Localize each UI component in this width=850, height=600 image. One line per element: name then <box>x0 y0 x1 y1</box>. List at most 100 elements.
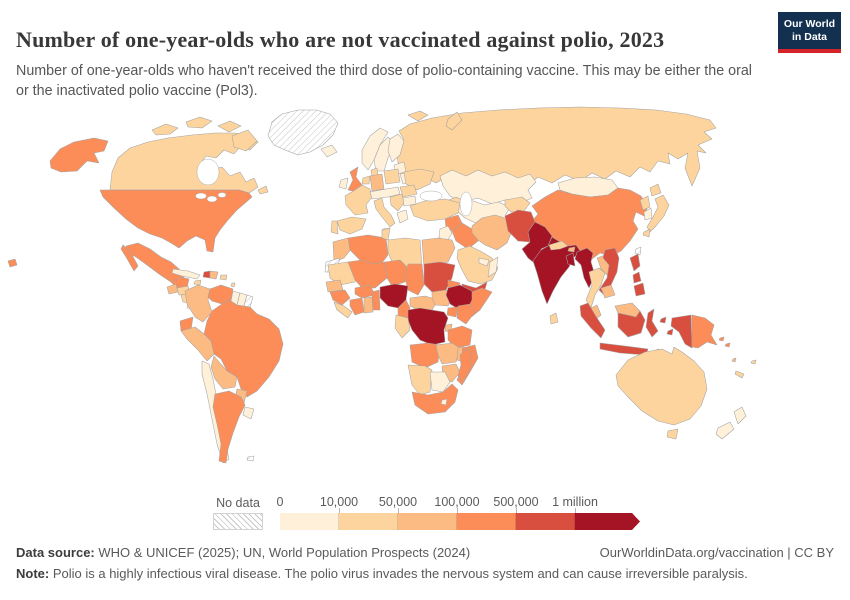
country-angola[interactable] <box>409 342 441 369</box>
country-new-zealand-south[interactable] <box>715 421 735 440</box>
country-jamaica[interactable] <box>193 279 202 286</box>
country-ivory-coast[interactable] <box>349 297 365 316</box>
legend-bin-4[interactable] <box>457 513 516 530</box>
country-philippines-visayas[interactable] <box>632 271 642 284</box>
country-poland[interactable] <box>383 168 401 185</box>
country-niger[interactable] <box>384 259 409 287</box>
country-botswana[interactable] <box>429 371 451 393</box>
country-canada[interactable] <box>109 132 259 194</box>
country-japan-hokkaido[interactable] <box>649 183 662 197</box>
legend-bin-5[interactable] <box>516 513 575 530</box>
country-falkland-islands[interactable] <box>246 455 255 462</box>
country-benelux[interactable] <box>361 175 371 185</box>
country-canada-arctic-1[interactable] <box>151 123 179 136</box>
country-iceland[interactable] <box>320 144 338 158</box>
country-france[interactable] <box>344 184 373 216</box>
country-canada-baffin[interactable] <box>231 129 258 152</box>
country-south-africa[interactable] <box>411 383 459 415</box>
country-senegal[interactable] <box>325 279 344 293</box>
country-canada-arctic-3[interactable] <box>217 120 242 133</box>
country-indonesia-sulawesi[interactable] <box>645 308 659 338</box>
country-madagascar[interactable] <box>457 347 473 383</box>
no-data-swatch[interactable] <box>213 513 263 530</box>
country-australia[interactable] <box>615 346 708 426</box>
country-benin-togo[interactable] <box>371 289 381 311</box>
country-portugal[interactable] <box>330 220 339 235</box>
country-french-guiana[interactable] <box>243 294 254 308</box>
country-spain[interactable] <box>336 216 367 235</box>
country-tanzania[interactable] <box>447 325 473 349</box>
country-peru[interactable] <box>180 326 215 362</box>
country-bolivia[interactable] <box>210 355 238 390</box>
country-cuba[interactable] <box>171 268 201 280</box>
country-papua-new-guinea[interactable] <box>691 314 718 349</box>
country-lesser-antilles[interactable] <box>230 282 236 288</box>
country-svalbard[interactable] <box>407 110 429 122</box>
country-fiji[interactable] <box>750 359 757 365</box>
country-guinea[interactable] <box>329 289 351 306</box>
country-new-caledonia[interactable] <box>734 370 745 379</box>
country-indonesia-java[interactable] <box>599 342 649 356</box>
country-guatemala[interactable] <box>166 283 179 295</box>
country-indonesia-moluccas-2[interactable] <box>666 328 674 336</box>
country-ukraine[interactable] <box>403 168 435 191</box>
country-iran[interactable] <box>471 214 513 251</box>
country-cambodia[interactable] <box>600 284 616 299</box>
country-usa[interactable] <box>99 189 253 253</box>
country-greenland[interactable] <box>267 109 339 156</box>
country-tunisia[interactable] <box>381 227 391 241</box>
country-argentina[interactable] <box>212 390 246 464</box>
legend-bin-1[interactable] <box>280 513 339 530</box>
country-japan-honshu[interactable] <box>646 194 670 233</box>
country-finland[interactable] <box>387 133 405 163</box>
country-mali[interactable] <box>347 259 388 289</box>
country-uae-qatar[interactable] <box>478 257 490 267</box>
country-drc[interactable] <box>407 307 449 346</box>
country-romania[interactable] <box>399 184 418 198</box>
country-indonesia-west-papua[interactable] <box>670 314 693 349</box>
country-saudi-arabia[interactable] <box>456 245 499 285</box>
country-haiti[interactable] <box>202 270 211 279</box>
country-philippines-mindanao[interactable] <box>633 282 646 297</box>
country-gabon-congo[interactable] <box>394 314 411 339</box>
country-taiwan[interactable] <box>634 246 642 256</box>
country-algeria[interactable] <box>347 234 389 269</box>
country-usa-hawaii[interactable] <box>7 258 18 268</box>
country-germany[interactable] <box>369 173 385 192</box>
country-bangladesh[interactable] <box>565 252 576 267</box>
country-mexico-baja[interactable] <box>120 244 139 272</box>
attribution-link[interactable]: OurWorldinData.org/vaccination | CC BY <box>599 545 834 560</box>
country-solomon-islands[interactable] <box>718 336 725 342</box>
country-canada-newfoundland[interactable] <box>257 185 269 195</box>
country-burkina-faso[interactable] <box>354 284 376 299</box>
owid-logo[interactable]: Our World in Data <box>778 12 841 53</box>
country-usa-alaska[interactable] <box>49 137 109 173</box>
country-greece[interactable] <box>396 209 409 224</box>
country-new-zealand-north[interactable] <box>733 406 747 425</box>
legend-bin-2[interactable] <box>339 513 398 530</box>
country-balkans[interactable] <box>389 193 405 212</box>
country-namibia[interactable] <box>407 364 433 396</box>
country-puerto-rico[interactable] <box>219 274 228 281</box>
country-indonesia-kalimantan[interactable] <box>617 310 646 338</box>
country-brazil[interactable] <box>203 298 284 398</box>
country-chad[interactable] <box>404 263 425 296</box>
country-italy[interactable] <box>373 197 396 228</box>
country-sri-lanka[interactable] <box>549 312 559 325</box>
country-philippines-luzon[interactable] <box>629 253 641 272</box>
country-solomon-islands-2[interactable] <box>724 342 731 348</box>
country-bhutan[interactable] <box>567 246 576 253</box>
country-venezuela[interactable] <box>207 284 234 305</box>
country-colombia[interactable] <box>184 284 213 323</box>
country-australia-tasmania[interactable] <box>666 428 679 440</box>
country-iraq[interactable] <box>451 222 479 250</box>
country-indonesia-sumatra[interactable] <box>579 302 606 339</box>
country-lesotho[interactable] <box>440 398 448 406</box>
country-north-korea[interactable] <box>639 195 651 211</box>
legend-bin-3[interactable] <box>398 513 457 530</box>
country-nepal[interactable] <box>548 240 569 251</box>
country-morocco[interactable] <box>332 237 353 263</box>
country-thailand[interactable] <box>585 267 606 309</box>
country-russia-novaya-zemlya[interactable] <box>445 111 463 131</box>
legend-bin-6[interactable] <box>575 513 640 530</box>
